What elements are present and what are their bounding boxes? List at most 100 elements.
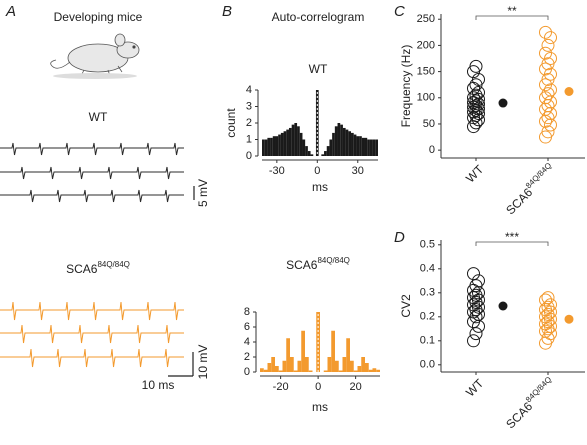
hist-bar: [365, 363, 369, 372]
hist-bar: [323, 370, 328, 372]
y-tick-label: 0.1: [420, 335, 435, 347]
hist-bar: [301, 330, 305, 372]
data-point: [539, 91, 552, 105]
hist-bar: [297, 360, 302, 372]
panel-label: D: [394, 229, 405, 246]
y-tick-label: 0: [244, 366, 250, 378]
x-tick-label-sup: 84Q/84Q: [524, 375, 553, 404]
panel-label: B: [222, 3, 232, 20]
hist-bar: [272, 136, 276, 156]
x-tick-label: -30: [269, 165, 285, 177]
data-point: [539, 324, 552, 338]
data-point: [469, 327, 483, 341]
hist-subtitle-sup: 84Q/84Q: [317, 256, 349, 265]
x-tick-label: -20: [273, 381, 289, 393]
data-point: [541, 300, 555, 314]
hist-bar: [334, 126, 338, 156]
data-point: [544, 67, 557, 81]
mouse-illustration: [50, 33, 140, 79]
trace: [0, 189, 184, 203]
y-tick-label: 4: [244, 336, 250, 348]
data-point: [467, 334, 480, 348]
hist-bar: [263, 369, 268, 372]
hist-bar: [331, 330, 335, 372]
scale-label: 10 mV: [196, 345, 210, 380]
hist-bar: [283, 131, 287, 156]
hist-subtitle: SCA684Q/84Q: [286, 256, 350, 272]
y-tick-label: 2: [246, 117, 252, 129]
y-tick-label: 0.0: [420, 359, 435, 371]
significance-label: **: [507, 4, 517, 18]
panel-title: Developing mice: [54, 10, 143, 24]
hist-bar: [342, 357, 347, 372]
y-axis-label: CV2: [399, 294, 413, 318]
panel-label: A: [5, 3, 16, 20]
data-point: [541, 87, 555, 101]
data-point: [469, 279, 483, 293]
data-point: [467, 91, 480, 105]
hist-bar: [338, 370, 343, 372]
mean-marker: [498, 98, 508, 108]
x-tick-label-main: SCA6: [503, 399, 535, 431]
y-axis-label: count: [224, 108, 238, 138]
hist-bar: [278, 370, 283, 372]
hist-bar: [369, 139, 373, 156]
hist-bar: [260, 368, 264, 372]
data-point: [541, 291, 555, 305]
hist-bar: [368, 369, 373, 372]
hist-bar: [310, 154, 314, 156]
data-point: [469, 59, 483, 73]
y-tick-label: 0: [246, 150, 252, 162]
data-point: [539, 317, 552, 331]
x-tick-label: WT: [463, 376, 487, 400]
scale-label: 10 ms: [142, 378, 175, 392]
data-point: [544, 83, 557, 97]
y-tick-label: 50: [423, 118, 435, 130]
y-tick-label: 200: [417, 39, 435, 51]
hist-bar: [264, 139, 268, 156]
scale-label: 5 mV: [196, 179, 210, 207]
hist-bar: [307, 151, 311, 156]
hist-bar: [302, 139, 306, 156]
data-point: [541, 331, 555, 345]
hist-bar: [294, 123, 298, 156]
mean-marker: [564, 314, 574, 324]
x-axis-label: ms: [312, 180, 328, 194]
hist-bar: [315, 90, 319, 156]
group-label: WT: [89, 110, 108, 124]
hist-bar: [357, 366, 362, 372]
y-tick-label: 0: [429, 144, 435, 156]
x-tick-label: 20: [350, 381, 362, 393]
data-point: [472, 274, 485, 288]
significance-label: ***: [505, 230, 519, 244]
hist-bar: [299, 132, 303, 156]
data-point: [539, 46, 552, 60]
x-tick-label: 0: [314, 165, 320, 177]
hist-subtitle-main: SCA6: [286, 258, 318, 272]
y-tick-label: 3: [246, 100, 252, 112]
hist-bar: [305, 357, 309, 372]
hist-bar: [346, 338, 350, 372]
hist-bar: [372, 139, 376, 156]
y-tick-label: 0.3: [420, 287, 435, 299]
data-point: [467, 81, 480, 95]
hist-bar: [270, 137, 273, 156]
hist-bar: [361, 137, 365, 156]
hist-bar: [291, 124, 295, 156]
hist-bar: [348, 131, 352, 156]
hist-bar: [356, 136, 360, 156]
x-tick-label: WT: [463, 162, 487, 186]
data-point: [539, 25, 552, 39]
hist-bar: [372, 368, 377, 372]
data-point: [541, 111, 555, 125]
data-point: [469, 94, 483, 108]
y-tick-label: 2: [244, 351, 250, 363]
hist-bar: [351, 132, 354, 156]
y-tick-label: 1: [246, 133, 252, 145]
hist-bar: [364, 137, 368, 156]
y-tick-label: 150: [417, 66, 435, 78]
hist-bar: [278, 134, 281, 156]
group-label-main: SCA6: [66, 262, 98, 276]
data-point: [467, 298, 480, 312]
